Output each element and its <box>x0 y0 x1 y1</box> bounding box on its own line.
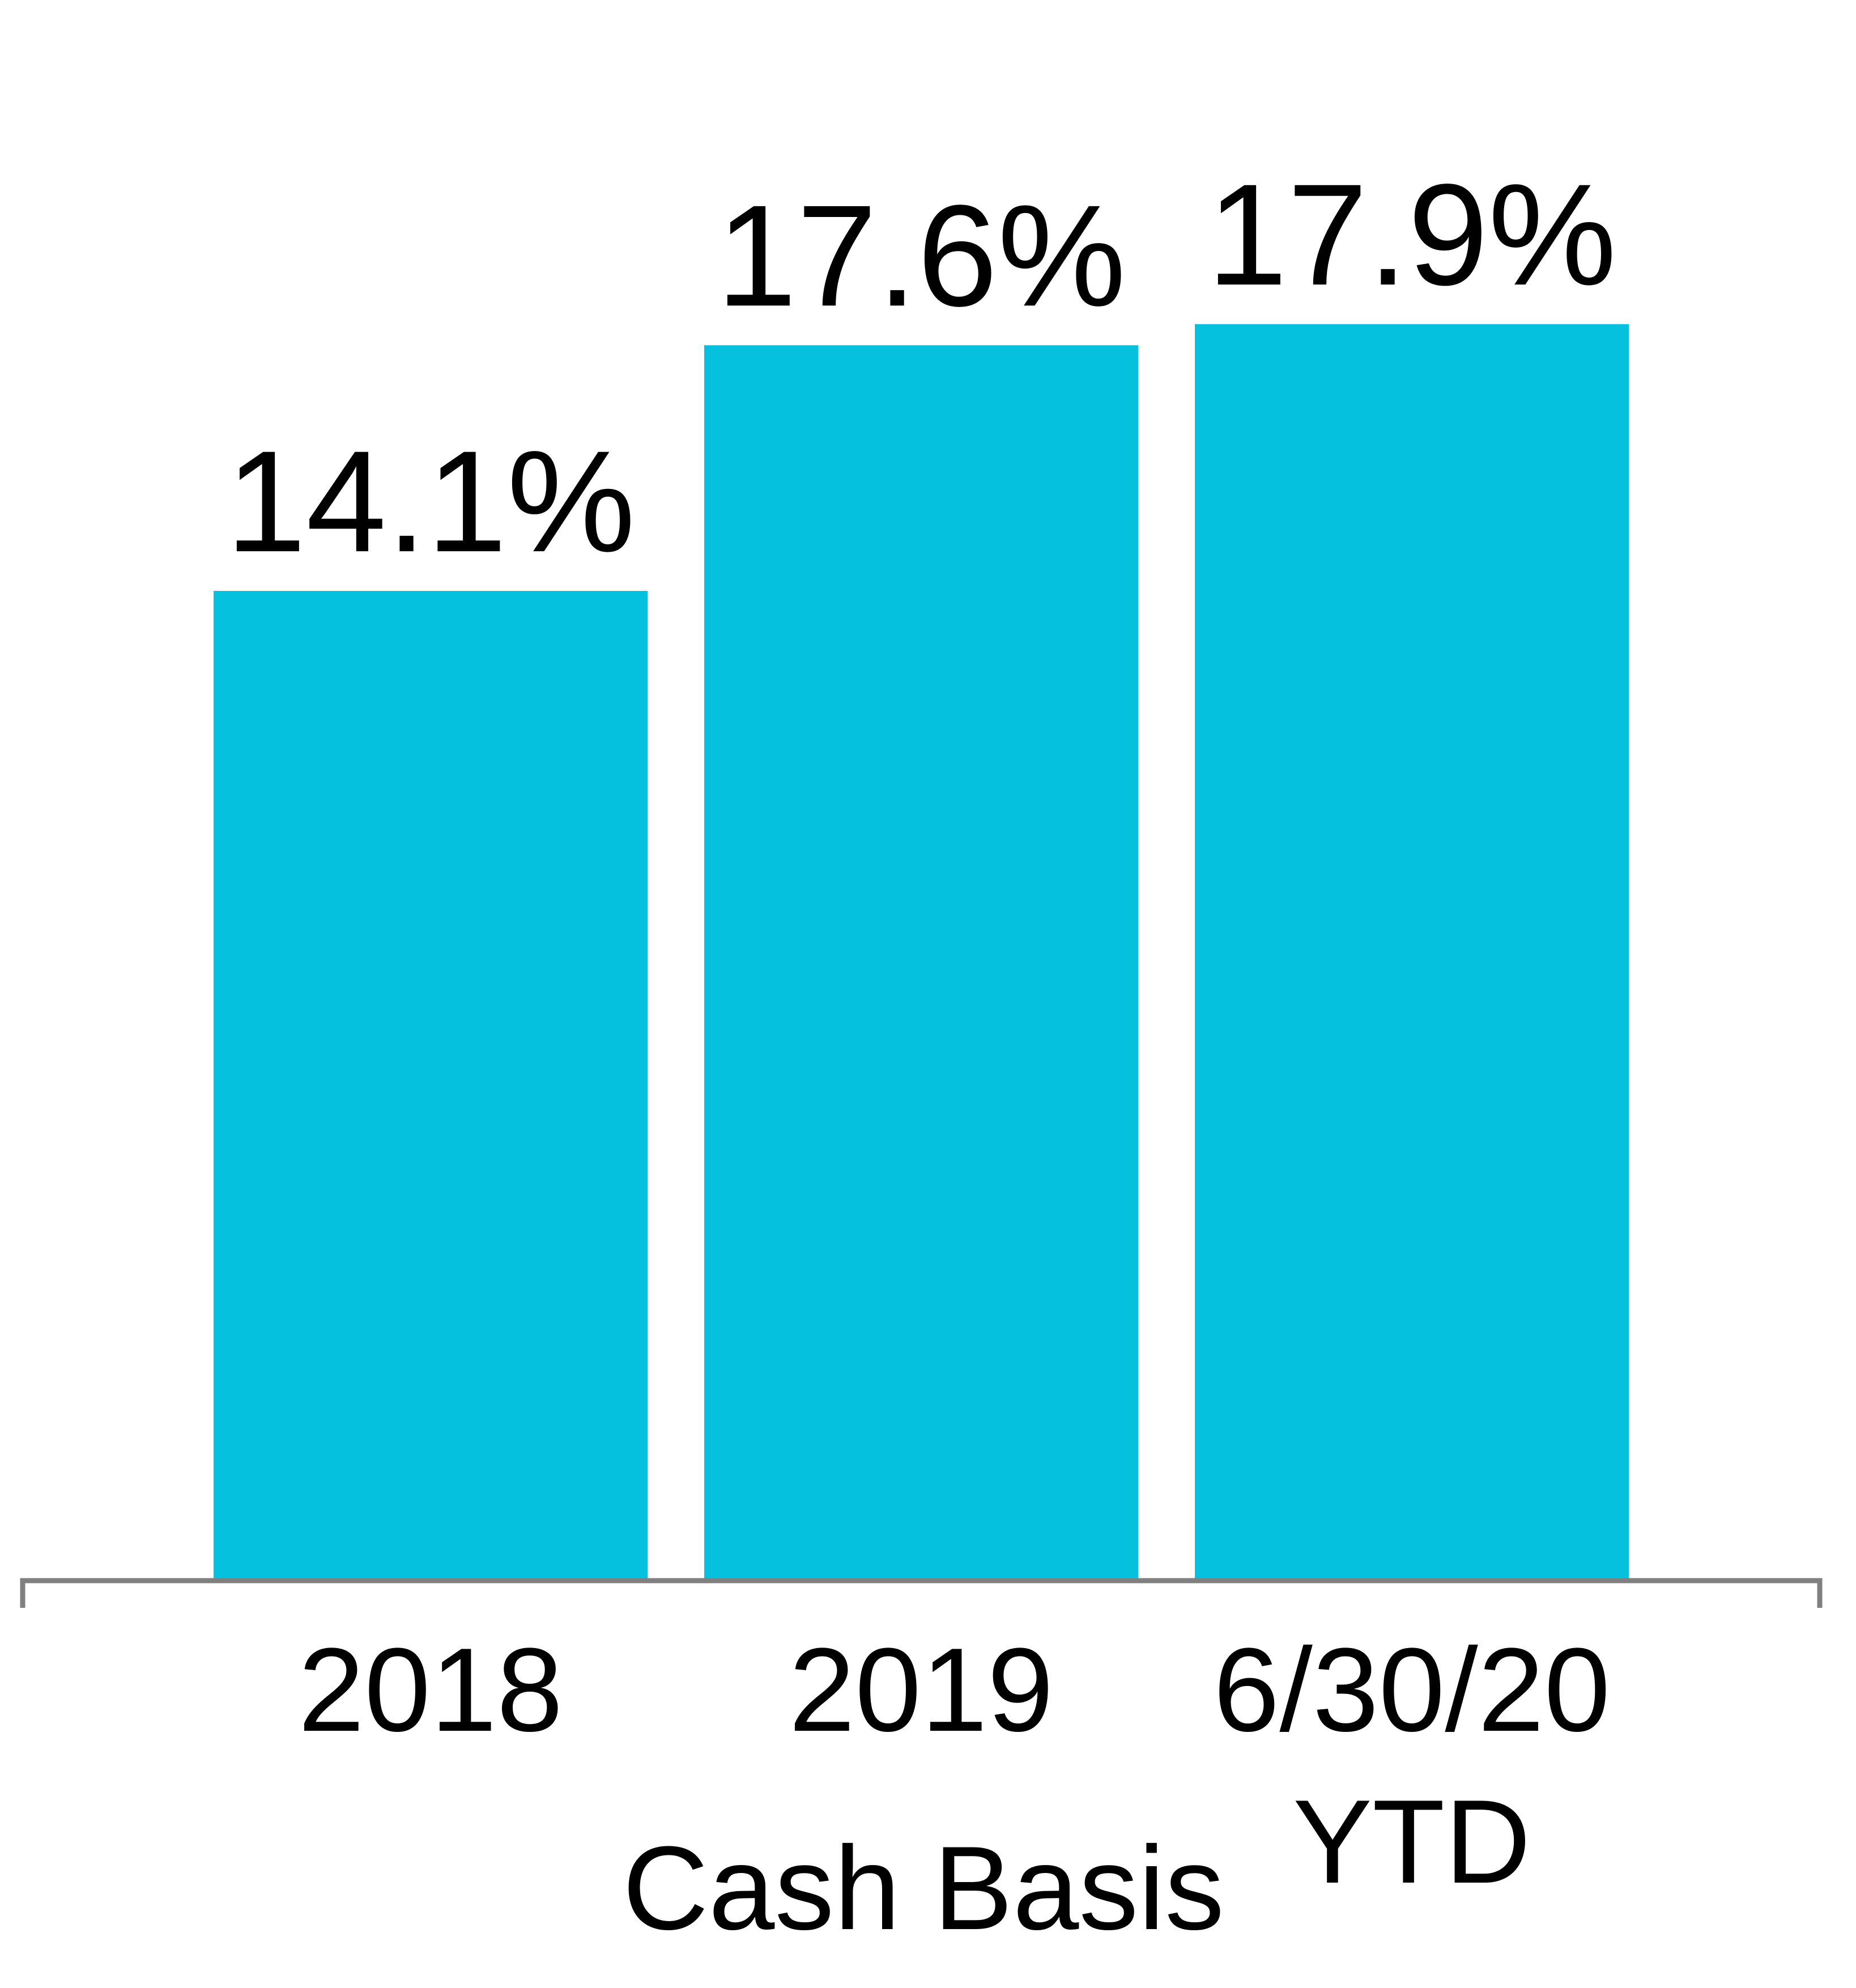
x-axis <box>20 1578 1823 1608</box>
x-tick-label-0: 2018 <box>298 1623 563 1756</box>
x-tick-label-2-line-1: YTD <box>1293 1775 1531 1908</box>
bar-2 <box>1195 324 1629 1581</box>
x-axis-line <box>20 1578 1823 1608</box>
data-label-1: 17.6% <box>716 175 1126 337</box>
data-label-0: 14.1% <box>225 421 635 582</box>
data-labels-group: 14.1% 17.6% 17.9% <box>225 154 1616 582</box>
bar-0 <box>214 591 648 1581</box>
x-tick-label-2-line-0: 6/30/20 <box>1214 1623 1611 1756</box>
data-label-2: 17.9% <box>1207 154 1616 316</box>
bars-group <box>214 324 1629 1581</box>
bar-1 <box>704 345 1138 1581</box>
x-axis-title: Cash Basis <box>623 1821 1224 1955</box>
x-tick-label-1: 2019 <box>789 1623 1053 1756</box>
x-tick-labels-group: 2018 2019 6/30/20 YTD <box>298 1623 1610 1908</box>
